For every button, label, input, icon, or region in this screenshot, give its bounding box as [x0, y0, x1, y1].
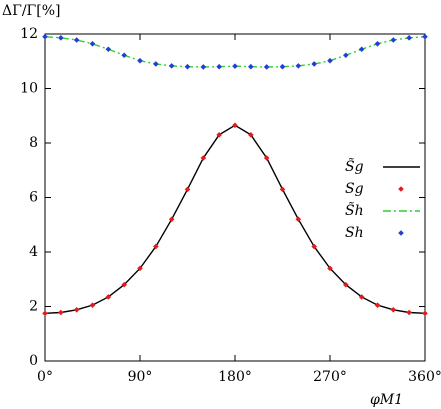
series-point — [279, 63, 286, 70]
series-point — [406, 309, 412, 316]
y-tick-label: 2 — [29, 299, 38, 315]
series-point — [105, 294, 112, 300]
series-point — [216, 132, 222, 138]
series-point — [121, 281, 127, 288]
series-point — [374, 41, 381, 47]
series-point — [390, 306, 397, 313]
series-point — [58, 309, 64, 316]
series-line — [44, 36, 426, 68]
series-point — [248, 132, 254, 138]
legend-label: Sg — [345, 181, 364, 197]
series-point — [58, 35, 64, 41]
series-point — [153, 243, 159, 250]
series-point — [232, 63, 238, 69]
series-point — [406, 35, 412, 41]
legend-point — [398, 230, 404, 236]
series-point — [327, 57, 333, 64]
legend-label: S̃g — [345, 157, 364, 175]
series-point — [343, 281, 349, 288]
y-tick-label: 0 — [29, 353, 38, 369]
series-point — [295, 63, 302, 69]
series-point — [42, 33, 48, 40]
legend-label: S̃h — [345, 201, 364, 219]
series-point — [42, 310, 48, 317]
series-point — [168, 63, 175, 69]
series-point — [73, 306, 80, 313]
series-point — [279, 186, 286, 193]
series-point — [311, 243, 317, 250]
series-point — [89, 302, 96, 308]
series-point — [200, 64, 207, 70]
series-point — [89, 41, 96, 47]
series-point — [200, 155, 207, 161]
y-tick-label: 8 — [29, 135, 38, 151]
x-tick-label: 180° — [218, 369, 252, 385]
x-tick-label: 90° — [128, 369, 153, 385]
series-point — [390, 37, 397, 43]
series-point — [343, 52, 349, 59]
legend-point — [398, 186, 404, 192]
y-axis-label: ΔΓ/Γ[%] — [2, 3, 60, 19]
series-point — [422, 310, 428, 317]
series-point — [184, 63, 191, 70]
series-point — [232, 122, 238, 129]
series-point — [137, 265, 143, 272]
series-point — [263, 155, 270, 161]
y-tick-label: 6 — [29, 190, 38, 206]
plot-frame — [44, 33, 426, 362]
series-point — [374, 302, 381, 308]
legend-label: Sh — [345, 225, 364, 241]
x-tick-label: 360° — [408, 369, 441, 385]
series-point — [295, 216, 302, 223]
series-point — [184, 186, 191, 193]
series-point — [327, 265, 333, 272]
series-point — [358, 46, 365, 53]
series-point — [263, 64, 270, 70]
x-tick-label: 270° — [313, 369, 347, 385]
series-point — [73, 37, 80, 43]
series-point — [121, 52, 127, 59]
y-tick-label: 12 — [20, 26, 38, 42]
y-tick-label: 10 — [20, 81, 38, 97]
y-tick-label: 4 — [29, 244, 38, 260]
series-point — [153, 61, 159, 67]
series-point — [358, 294, 365, 300]
series-line — [44, 124, 426, 315]
series-point — [248, 63, 254, 70]
series-point — [422, 33, 428, 40]
series-point — [168, 216, 175, 223]
x-tick-label: 0° — [37, 369, 53, 385]
x-axis-label: φM1 — [370, 392, 403, 408]
series-point — [311, 61, 317, 67]
series-point — [105, 46, 112, 53]
series-point — [216, 63, 222, 70]
series-point — [137, 57, 143, 64]
